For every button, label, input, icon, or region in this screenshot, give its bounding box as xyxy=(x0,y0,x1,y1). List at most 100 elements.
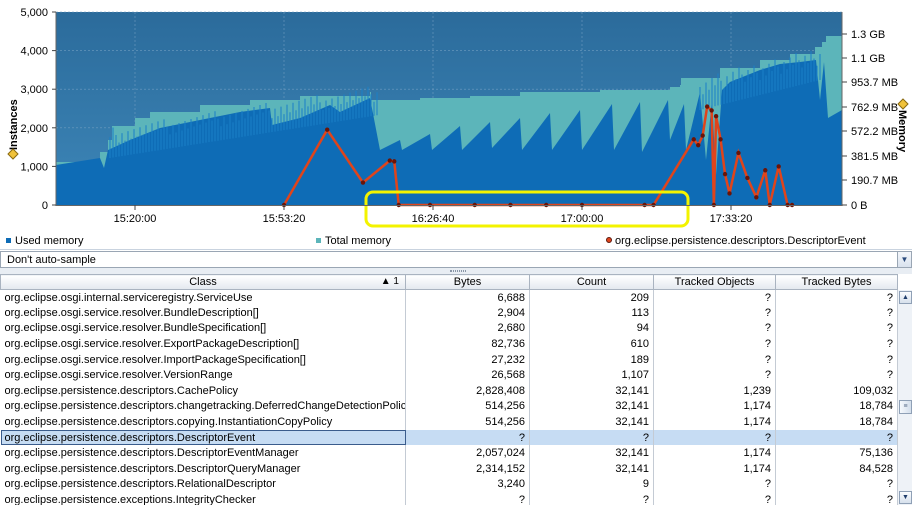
data-point xyxy=(776,164,781,169)
legend-used-memory[interactable]: Used memory xyxy=(6,235,83,247)
arrow-up-icon[interactable]: ▲ xyxy=(899,291,912,304)
cell-tracked-objects: 1,174 xyxy=(653,398,776,415)
sort-ascending-icon[interactable]: ▲ 1 xyxy=(380,276,399,287)
cell-tracked-bytes: ? xyxy=(775,476,898,493)
table-row[interactable]: org.eclipse.persistence.descriptors.Desc… xyxy=(0,461,898,477)
cell-tracked-objects: 1,239 xyxy=(653,383,776,399)
table-row[interactable]: org.eclipse.persistence.descriptors.Desc… xyxy=(0,445,898,462)
data-point xyxy=(691,137,696,142)
data-point xyxy=(754,195,759,200)
cell-count: 32,141 xyxy=(529,461,654,477)
cell-class: org.eclipse.osgi.service.resolver.Versio… xyxy=(0,367,406,384)
highlight-box xyxy=(364,190,690,228)
data-point xyxy=(392,159,397,164)
cell-class: org.eclipse.osgi.service.resolver.Bundle… xyxy=(0,320,406,337)
cell-bytes: 2,314,152 xyxy=(405,461,530,477)
series-dot-swatch xyxy=(606,237,612,244)
data-point xyxy=(718,137,723,142)
arrow-down-icon[interactable]: ▼ xyxy=(899,491,912,504)
table-row[interactable]: org.eclipse.persistence.descriptors.Cach… xyxy=(0,383,898,399)
table-header-row: Class ▲ 1 Bytes Count Tracked Objects Tra… xyxy=(0,274,898,290)
cell-bytes: 2,828,408 xyxy=(405,383,530,399)
legend-descriptor-event[interactable]: org.eclipse.persistence.descriptors.Desc… xyxy=(606,235,866,247)
cell-class: org.eclipse.persistence.descriptors.chan… xyxy=(0,398,406,415)
cell-tracked-objects: ? xyxy=(653,351,776,368)
left-tick-label: 4,000 xyxy=(20,46,48,58)
table-row[interactable]: org.eclipse.osgi.internal.serviceregistr… xyxy=(0,289,898,306)
cell-count: 32,141 xyxy=(529,414,654,430)
cell-class: org.eclipse.osgi.service.resolver.Import… xyxy=(0,351,406,368)
data-point xyxy=(325,127,330,132)
cell-tracked-objects: ? xyxy=(653,289,776,306)
right-tick-label: 953.7 MB xyxy=(851,77,898,89)
table-row[interactable]: org.eclipse.osgi.service.resolver.Export… xyxy=(0,336,898,352)
table-row[interactable]: org.eclipse.persistence.descriptors.Desc… xyxy=(0,429,898,446)
cell-bytes: 514,256 xyxy=(405,398,530,415)
table-row[interactable]: org.eclipse.persistence.descriptors.chan… xyxy=(0,398,898,415)
panel-splitter[interactable] xyxy=(0,268,912,274)
cell-class: org.eclipse.persistence.descriptors.Desc… xyxy=(0,461,406,477)
cell-class: org.eclipse.persistence.descriptors.copy… xyxy=(0,414,406,430)
table-vertical-scrollbar[interactable]: ▲ ≡ ▼ xyxy=(897,290,912,505)
sample-mode-value: Don't auto-sample xyxy=(7,254,96,266)
cell-bytes: 26,568 xyxy=(405,367,530,384)
data-point xyxy=(387,158,392,163)
cell-tracked-objects: 1,174 xyxy=(653,445,776,462)
cell-class: org.eclipse.osgi.service.resolver.Export… xyxy=(0,336,406,352)
data-point xyxy=(713,114,719,119)
cell-tracked-objects: ? xyxy=(653,367,776,384)
left-tick-label: 5,000 xyxy=(20,7,48,19)
column-header-bytes[interactable]: Bytes xyxy=(405,274,530,290)
data-point xyxy=(360,180,366,185)
column-header-tracked-bytes[interactable]: Tracked Bytes xyxy=(775,274,898,290)
legend-total-memory[interactable]: Total memory xyxy=(316,235,391,247)
sample-mode-select[interactable]: Don't auto-sample ▼ xyxy=(0,251,912,268)
table-row[interactable]: org.eclipse.osgi.service.resolver.Import… xyxy=(0,351,898,368)
cell-tracked-bytes: 75,136 xyxy=(775,445,898,462)
cell-tracked-bytes: 109,032 xyxy=(775,383,898,399)
chevron-down-icon[interactable]: ▼ xyxy=(897,252,911,267)
class-table: Class ▲ 1 Bytes Count Tracked Objects Tra… xyxy=(0,274,898,505)
x-tick-label: 17:00:00 xyxy=(561,213,604,225)
data-point xyxy=(763,168,768,173)
data-point xyxy=(700,133,705,138)
legend-total-label: Total memory xyxy=(325,235,392,247)
data-point xyxy=(736,150,741,156)
column-header-class[interactable]: Class ▲ 1 xyxy=(0,274,406,290)
splitter-grip-icon[interactable] xyxy=(450,270,466,272)
cell-tracked-objects: ? xyxy=(653,336,776,352)
right-axis-diamond-icon[interactable] xyxy=(897,98,909,110)
x-tick-label: 16:26:40 xyxy=(412,213,455,225)
cell-tracked-bytes: ? xyxy=(775,367,898,384)
cell-tracked-objects: 1,174 xyxy=(653,414,776,430)
cell-tracked-objects: ? xyxy=(653,492,776,505)
table-row[interactable]: org.eclipse.osgi.service.resolver.Bundle… xyxy=(0,320,898,337)
cell-tracked-bytes: ? xyxy=(775,320,898,337)
left-axis-diamond-icon[interactable] xyxy=(7,148,19,160)
cell-tracked-bytes: 18,784 xyxy=(775,414,898,430)
cell-class: org.eclipse.persistence.descriptors.Rela… xyxy=(0,476,406,493)
cell-tracked-bytes: 84,528 xyxy=(775,461,898,477)
table-row[interactable]: org.eclipse.persistence.descriptors.copy… xyxy=(0,414,898,430)
cell-tracked-bytes: ? xyxy=(775,351,898,368)
right-tick-label: 381.5 MB xyxy=(851,151,898,163)
column-header-count[interactable]: Count xyxy=(529,274,654,290)
cell-class: org.eclipse.persistence.descriptors.Cach… xyxy=(0,383,406,399)
scroll-thumb[interactable]: ≡ xyxy=(899,400,912,414)
left-tick-label: 3,000 xyxy=(20,84,48,96)
cell-tracked-bytes: ? xyxy=(775,492,898,505)
table-row[interactable]: org.eclipse.persistence.exceptions.Integ… xyxy=(0,492,898,505)
table-row[interactable]: org.eclipse.osgi.service.resolver.Bundle… xyxy=(0,305,898,321)
chart-legend: Used memory Total memory org.eclipse.per… xyxy=(0,232,912,250)
cell-bytes: ? xyxy=(405,429,530,446)
table-row[interactable]: org.eclipse.persistence.descriptors.Rela… xyxy=(0,476,898,493)
cell-tracked-bytes: ? xyxy=(775,289,898,306)
data-point xyxy=(727,191,732,196)
column-header-tracked-objects[interactable]: Tracked Objects xyxy=(653,274,776,290)
cell-class: org.eclipse.osgi.service.resolver.Bundle… xyxy=(0,305,406,321)
cell-bytes: 2,057,024 xyxy=(405,445,530,462)
cell-bytes: 514,256 xyxy=(405,414,530,430)
table-row[interactable]: org.eclipse.osgi.service.resolver.Versio… xyxy=(0,367,898,384)
cell-count: 32,141 xyxy=(529,445,654,462)
legend-series-label: org.eclipse.persistence.descriptors.Desc… xyxy=(615,235,866,247)
